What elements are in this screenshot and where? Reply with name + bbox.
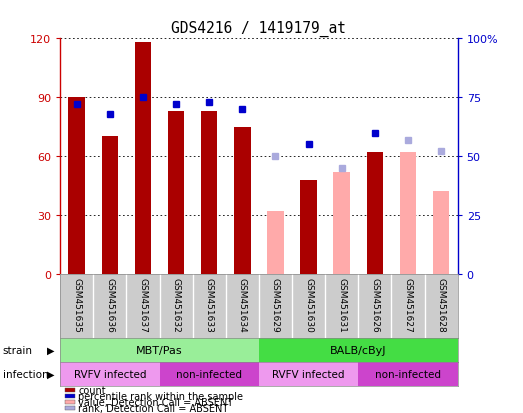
- Bar: [259, 362, 358, 386]
- Text: value, Detection Call = ABSENT: value, Detection Call = ABSENT: [78, 397, 234, 407]
- Text: MBT/Pas: MBT/Pas: [136, 345, 183, 355]
- Bar: [234, 127, 251, 274]
- Text: GSM451626: GSM451626: [370, 278, 379, 332]
- Text: BALB/cByJ: BALB/cByJ: [330, 345, 386, 355]
- Text: count: count: [78, 385, 106, 395]
- Bar: [433, 192, 449, 274]
- Text: non-infected: non-infected: [375, 369, 441, 379]
- Text: GSM451633: GSM451633: [204, 278, 214, 332]
- Text: infection: infection: [3, 369, 48, 379]
- Text: ▶: ▶: [47, 345, 54, 355]
- Bar: [60, 338, 259, 362]
- Bar: [201, 112, 218, 274]
- Bar: [259, 338, 458, 362]
- Text: percentile rank within the sample: percentile rank within the sample: [78, 391, 243, 401]
- Text: GSM451628: GSM451628: [437, 278, 446, 332]
- Bar: [300, 180, 317, 274]
- Text: GSM451629: GSM451629: [271, 278, 280, 332]
- Text: GSM451632: GSM451632: [172, 278, 180, 332]
- Bar: [168, 112, 185, 274]
- Text: GSM451637: GSM451637: [139, 278, 147, 332]
- Bar: [135, 43, 151, 274]
- Text: GSM451634: GSM451634: [238, 278, 247, 332]
- Text: GSM451631: GSM451631: [337, 278, 346, 332]
- Text: GSM451636: GSM451636: [105, 278, 115, 332]
- Bar: [69, 98, 85, 274]
- Text: GSM451635: GSM451635: [72, 278, 81, 332]
- Text: GSM451627: GSM451627: [403, 278, 413, 332]
- Bar: [160, 362, 259, 386]
- Text: GSM451630: GSM451630: [304, 278, 313, 332]
- Bar: [367, 153, 383, 274]
- Bar: [101, 137, 118, 274]
- Bar: [60, 362, 160, 386]
- Bar: [358, 362, 458, 386]
- Bar: [267, 211, 283, 274]
- Bar: [400, 153, 416, 274]
- Text: strain: strain: [3, 345, 32, 355]
- Text: RVFV infected: RVFV infected: [272, 369, 345, 379]
- Text: RVFV infected: RVFV infected: [74, 369, 146, 379]
- Title: GDS4216 / 1419179_at: GDS4216 / 1419179_at: [172, 20, 346, 36]
- Text: non-infected: non-infected: [176, 369, 242, 379]
- Text: ▶: ▶: [47, 369, 54, 379]
- Text: rank, Detection Call = ABSENT: rank, Detection Call = ABSENT: [78, 403, 229, 413]
- Bar: [334, 172, 350, 274]
